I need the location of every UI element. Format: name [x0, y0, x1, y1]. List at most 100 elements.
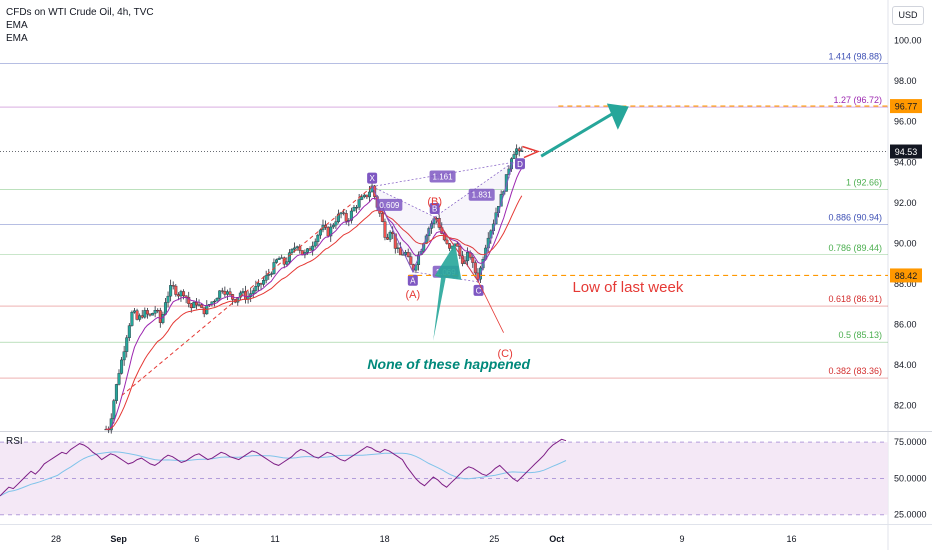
price-tag-box	[890, 99, 922, 114]
fib-level-label: 0.886 (90.94)	[828, 212, 882, 222]
candle-body	[386, 237, 390, 240]
candle-body	[311, 245, 315, 251]
candle-body	[329, 226, 333, 237]
candle-body	[140, 315, 144, 318]
candle-body	[336, 213, 340, 222]
candle-body	[213, 300, 217, 303]
candle-body	[308, 248, 312, 251]
wave-projection-line	[434, 216, 504, 333]
candle-body	[215, 298, 219, 302]
candle-body	[362, 194, 366, 198]
candle-body	[187, 296, 191, 304]
candle-body	[305, 248, 309, 253]
time-tick-label: 18	[380, 534, 390, 544]
price-tick-label: 82.00	[894, 401, 917, 411]
ema-indicator-label[interactable]: EMA	[6, 20, 28, 31]
rsi-tick-label: 50.0000	[894, 473, 927, 483]
candle-body	[228, 291, 232, 295]
candle-body	[344, 213, 348, 222]
candle-body	[471, 257, 475, 263]
candle-body	[135, 310, 139, 320]
candle-body	[179, 291, 183, 297]
rsi-tick-label: 75.0000	[894, 437, 927, 447]
candle-body	[349, 210, 353, 221]
wave-label: (B)	[427, 196, 442, 208]
pattern-point-marker	[514, 158, 525, 170]
candle-body	[251, 290, 255, 294]
candle-body	[360, 196, 364, 200]
time-tick-label: 6	[194, 534, 199, 544]
candle-body	[138, 315, 142, 320]
candle-body	[318, 229, 322, 236]
currency-button[interactable]: USD	[892, 6, 924, 25]
ema-fast-line	[106, 167, 523, 430]
fib-level-label: 1.414 (98.88)	[828, 51, 882, 61]
bullish-arrow-shaft	[540, 109, 619, 158]
candle-body	[114, 384, 118, 401]
pattern-point-label: X	[369, 174, 375, 183]
candle-body	[117, 373, 121, 385]
candle-body	[295, 246, 299, 249]
candle-body	[448, 243, 452, 249]
candle-body	[153, 310, 157, 314]
ema-slow-line	[106, 195, 523, 430]
wave-label: (A)	[405, 289, 420, 301]
candle-body	[151, 313, 155, 316]
candle-body	[267, 274, 271, 276]
candle-body	[143, 310, 147, 318]
ema-indicator-label-2[interactable]: EMA	[6, 33, 28, 44]
candle-body	[125, 337, 129, 352]
rsi-moving-average	[0, 451, 567, 497]
candle-body	[455, 243, 459, 247]
pattern-point-marker	[429, 203, 440, 215]
candle-body	[473, 262, 477, 274]
candle-body	[218, 290, 222, 299]
candle-body	[393, 233, 397, 249]
pattern-point-label: A	[410, 276, 416, 285]
pattern-ratio-label: 1.161	[433, 172, 454, 181]
pattern-ratio-label: 1.831	[472, 191, 493, 200]
candle-body	[365, 194, 369, 198]
candle-body	[244, 291, 248, 300]
candle-body	[241, 291, 245, 294]
candle-body	[202, 307, 206, 315]
rsi-tick-label: 25.0000	[894, 510, 927, 520]
candle-body	[112, 400, 116, 419]
candle-body	[458, 246, 462, 256]
fib-level-label: 1.27 (96.72)	[833, 95, 882, 105]
candle-body	[200, 304, 204, 308]
bullish-arrow-head	[606, 103, 629, 130]
candle-body	[156, 310, 160, 312]
symbol-title[interactable]: CFDs on WTI Crude Oil, 4h, TVC	[6, 7, 154, 18]
fib-level-label: 0.5 (85.13)	[838, 330, 882, 340]
candle-body	[145, 310, 149, 315]
candle-body	[171, 285, 175, 287]
candle-body	[158, 310, 162, 323]
candle-body	[339, 212, 343, 215]
candle-body	[192, 302, 196, 309]
candle-body	[197, 304, 201, 306]
pattern-point-label: D	[517, 160, 523, 169]
last-price-tag-box	[890, 144, 922, 159]
candle-body	[127, 325, 131, 338]
price-tick-label: 92.00	[894, 198, 917, 208]
candle-body	[313, 241, 317, 247]
candle-body	[357, 199, 361, 208]
chart-header: CFDs on WTI Crude Oil, 4h, TVC EMA EMA	[6, 6, 154, 45]
candle-body	[169, 285, 173, 297]
candle-body	[326, 227, 330, 237]
rsi-pane-label[interactable]: RSI	[6, 436, 23, 447]
candle-body	[223, 290, 227, 295]
candle-body	[380, 213, 384, 222]
price-tick-label: 96.00	[894, 117, 917, 127]
candle-body	[259, 282, 263, 285]
candle-body	[293, 247, 297, 250]
candle-body	[182, 291, 186, 297]
annotation-none-happened: None of these happened	[367, 356, 530, 372]
candle-body	[342, 212, 346, 214]
time-tick-label: 25	[489, 534, 499, 544]
candle-body	[383, 221, 387, 238]
candle-body	[176, 294, 180, 297]
fib-level-label: 0.618 (86.91)	[828, 294, 882, 304]
